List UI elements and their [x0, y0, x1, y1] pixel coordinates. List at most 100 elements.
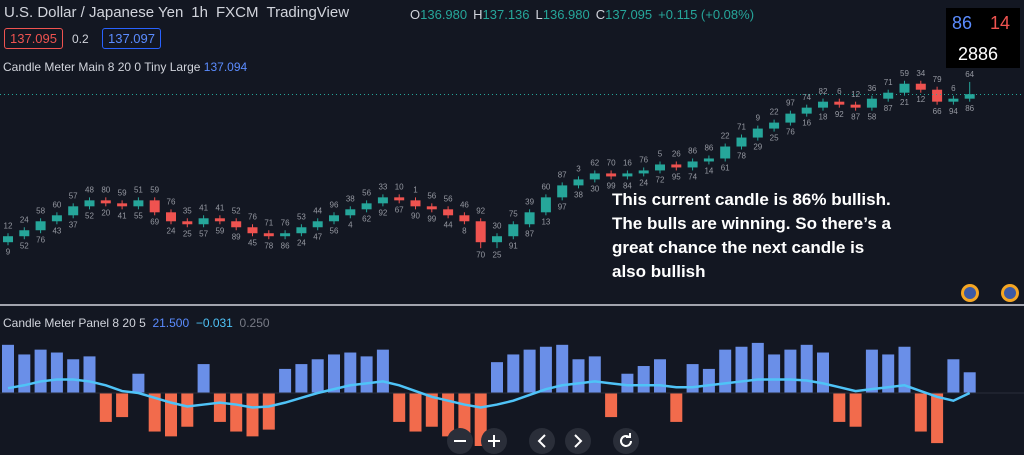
- annotation-line: great chance the next candle is: [612, 238, 865, 257]
- bull-label: 60: [52, 200, 61, 209]
- histogram-bar: [702, 368, 715, 393]
- platform: TradingView: [266, 4, 350, 21]
- icon: [488, 435, 500, 447]
- histogram-bar: [882, 354, 895, 393]
- histogram-bar: [507, 354, 520, 393]
- annotation: This current candle is 86% bullish. The b…: [612, 188, 891, 284]
- bull-label: 53: [297, 212, 306, 221]
- bull-label: 59: [118, 188, 127, 197]
- bear-label: 4: [348, 220, 353, 229]
- histogram-bar: [523, 349, 536, 393]
- count: 2886: [958, 44, 999, 64]
- scroll-left-button[interactable]: [529, 428, 555, 454]
- bull-label: 92: [476, 206, 485, 215]
- bear-label: 84: [623, 182, 632, 191]
- bear-label: 94: [949, 107, 958, 116]
- bear-label: 21: [900, 98, 909, 107]
- histogram-bar: [230, 393, 243, 432]
- bear-label: 58: [867, 113, 876, 122]
- ohlc-value: 136.980: [542, 7, 590, 22]
- bull-label: 24: [20, 215, 29, 224]
- bear-label: 41: [118, 211, 127, 220]
- bear-label: 90: [411, 211, 420, 220]
- histogram-bar: [605, 393, 618, 418]
- bear-label: 92: [835, 110, 844, 119]
- bull-label: 71: [264, 218, 273, 227]
- annotation-line: The bulls are winning. So there’s a: [612, 214, 891, 233]
- histogram-bar: [800, 344, 813, 393]
- bull-label: 56: [427, 191, 436, 200]
- reset-button[interactable]: [613, 428, 639, 454]
- bear-label: 87: [525, 229, 534, 238]
- icon: [964, 287, 976, 299]
- histogram-bar: [719, 349, 732, 393]
- bear-label: 9: [6, 247, 11, 256]
- bid[interactable]: 137.095: [4, 28, 63, 49]
- histogram-bar: [2, 344, 14, 393]
- bull-label: 74: [802, 93, 811, 102]
- bear-label: 24: [297, 238, 306, 247]
- ask[interactable]: 137.097: [102, 28, 161, 49]
- bear-label: 91: [509, 241, 518, 250]
- bear-label: 59: [215, 226, 224, 235]
- bear-label: 12: [916, 95, 925, 104]
- ohlc-label: C: [595, 7, 606, 22]
- bear-label: 99: [427, 214, 436, 223]
- annotation-line: also bullish: [612, 262, 706, 281]
- bull-label: 80: [101, 185, 110, 194]
- meter-box: 86 14 2886: [946, 8, 1020, 68]
- bull-label: 6: [951, 84, 956, 93]
- meter-line: [7, 378, 971, 409]
- bear-label: 76: [786, 128, 795, 137]
- histogram-bar: [246, 393, 259, 437]
- bull-label: 82: [819, 87, 828, 96]
- bull-label: 79: [933, 75, 942, 84]
- event-flags: [961, 284, 1019, 302]
- bull-label: 64: [965, 70, 974, 79]
- bear-percent: 14: [990, 13, 1011, 33]
- indicator-value: 137.094: [203, 60, 248, 74]
- bear-label: 47: [313, 232, 322, 241]
- scroll-right-button[interactable]: [565, 428, 591, 454]
- bull-label: 39: [525, 197, 534, 206]
- bull-label: 87: [558, 171, 567, 180]
- bull-label: 30: [493, 221, 502, 230]
- bear-label: 45: [248, 238, 257, 247]
- bear-label: 52: [85, 211, 94, 220]
- bear-label: 62: [362, 214, 371, 223]
- readout: 21.500: [152, 316, 190, 330]
- histogram-bar: [50, 352, 63, 393]
- bull-label: 38: [346, 194, 355, 203]
- bull-label: 52: [232, 206, 241, 215]
- bear-label: 18: [819, 113, 828, 122]
- histogram-bar: [621, 373, 634, 393]
- annotation-line: This current candle is 86% bullish.: [612, 190, 891, 209]
- bear-label: 16: [802, 119, 811, 128]
- readout: 0.250: [239, 316, 270, 330]
- bear-label: 74: [688, 173, 697, 182]
- histogram-bar: [132, 373, 145, 393]
- indicator-title: Candle Meter Panel 8 20 5: [3, 316, 146, 330]
- bull-label: 35: [183, 206, 192, 215]
- histogram-bar: [491, 362, 503, 393]
- change: +0.115 (+0.08%): [658, 7, 755, 22]
- histogram-bar: [539, 346, 552, 393]
- bear-label: 52: [20, 241, 29, 250]
- symbol-header: U.S. Dollar / Japanese Yen 1h FXCM TradingV…: [4, 4, 357, 21]
- bull-percent: 86: [952, 13, 973, 33]
- histogram-bar: [311, 359, 324, 393]
- icon: [574, 434, 583, 448]
- bull-label: 96: [330, 200, 339, 209]
- bull-label: 86: [704, 144, 713, 153]
- histogram-bar: [931, 393, 944, 444]
- ohlc-label: L: [535, 7, 543, 22]
- ohlc-label: H: [473, 7, 483, 22]
- bear-label: 92: [378, 208, 387, 217]
- icon: [537, 434, 546, 448]
- nav-buttons: [447, 428, 639, 454]
- main-indicator-legend: Candle Meter Main 8 20 0 Tiny Large 137.…: [3, 60, 247, 74]
- bear-label: 69: [150, 217, 159, 226]
- histogram-bar: [914, 393, 927, 432]
- bear-label: 89: [232, 232, 241, 241]
